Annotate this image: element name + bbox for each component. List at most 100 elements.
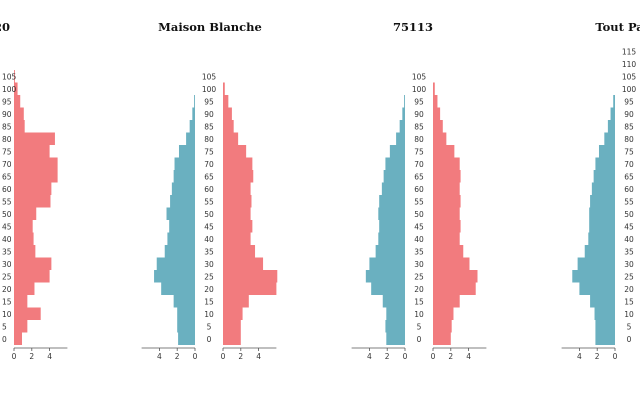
age-tick-label: 0 [627,335,632,344]
age-tick-label: 95 [414,97,424,106]
age-tick-label: 30 [204,260,214,269]
left-bar [595,320,615,333]
age-tick-label: 80 [414,135,424,144]
left-bar [156,257,195,270]
right-bar [433,207,460,220]
pyramid-panel-0: 7512005101520253035404550556065707580859… [0,20,68,361]
left-bar [577,257,615,270]
pyramid-panel-3: Tout Paris051015202530354045505560657075… [561,20,640,361]
right-bar [14,170,58,183]
left-bar [173,170,195,183]
right-bar [433,282,476,295]
left-bar [381,182,405,195]
age-tick-label: 45 [624,222,634,231]
left-bar [169,220,195,233]
age-tick-label: 90 [2,110,12,119]
left-axis-tick-label: 4 [157,352,162,361]
age-tick-label: 60 [414,185,424,194]
right-axis-tick-label: 0 [221,352,226,361]
age-tick-label: 40 [624,235,634,244]
age-tick-label: 65 [414,172,424,181]
left-bar [382,295,405,308]
right-bar [14,307,41,320]
age-tick-label: 70 [204,160,214,169]
right-bar [223,245,256,258]
age-tick-label: 90 [624,110,634,119]
left-bar [375,245,405,258]
age-tick-label: 115 [622,47,637,56]
age-tick-label: 95 [2,97,12,106]
left-bar [588,232,615,245]
left-axis-tick-label: 4 [367,352,372,361]
age-tick-label: 50 [624,210,634,219]
left-bar [589,220,615,233]
left-bar [369,257,405,270]
left-bar [584,245,615,258]
left-bar [371,282,405,295]
pyramid-panels: 7512005101520253035404550556065707580859… [0,20,640,361]
right-bar [433,82,435,95]
right-bar [433,157,460,170]
age-tick-label: 30 [2,260,12,269]
age-tick-label: 90 [204,110,214,119]
right-bar [14,95,21,108]
right-axis-tick-label: 0 [12,352,17,361]
left-bar [178,145,195,158]
right-bar [223,332,241,345]
left-bar [386,307,405,320]
left-bar [178,332,195,345]
age-tick-label: 105 [202,72,217,81]
age-tick-label: 70 [414,160,424,169]
age-tick-label: 95 [204,97,214,106]
age-tick-label: 40 [204,235,214,244]
right-axis-tick-label: 2 [238,352,243,361]
panel-title: Tout Paris [595,20,640,34]
right-bar [14,82,18,95]
right-bar [14,245,36,258]
right-bar [14,145,50,158]
left-bar [402,107,405,120]
left-bar [595,157,615,170]
right-bar [433,257,470,270]
age-tick-label: 60 [624,185,634,194]
pyramid-panel-2: 7511305101520253035404550556065707580859… [351,20,487,361]
left-bar [591,182,615,195]
age-tick-label: 45 [414,222,424,231]
age-tick-label: 85 [2,122,12,131]
right-bar [14,232,34,245]
left-bar [167,232,195,245]
age-tick-label: 100 [2,85,17,94]
left-bar [379,195,405,208]
left-bar [598,145,615,158]
left-bar [189,120,195,133]
left-bar [378,207,405,220]
panel-title: 75113 [393,20,433,34]
age-tick-label: 85 [204,122,214,131]
right-bar [223,220,253,233]
right-bar [14,320,28,333]
left-bar [396,132,405,145]
left-bar [590,295,615,308]
right-bar [14,70,15,83]
right-bar [433,170,461,183]
right-bar [223,107,232,120]
left-bar [579,282,615,295]
left-bar [385,157,405,170]
right-bar [14,107,24,120]
right-bar [14,332,23,345]
age-tick-label: 95 [624,97,634,106]
age-tick-label: 70 [2,160,12,169]
right-bar [223,182,251,195]
age-tick-label: 0 [2,335,7,344]
age-tick-label: 15 [204,297,214,306]
age-tick-label: 105 [2,72,17,81]
right-axis-tick-label: 4 [47,352,52,361]
right-bar [14,270,50,283]
left-bar [192,107,195,120]
age-tick-label: 105 [622,72,637,81]
left-bar [594,307,615,320]
age-tick-label: 35 [2,247,12,256]
age-tick-label: 80 [624,135,634,144]
right-bar [433,307,454,320]
